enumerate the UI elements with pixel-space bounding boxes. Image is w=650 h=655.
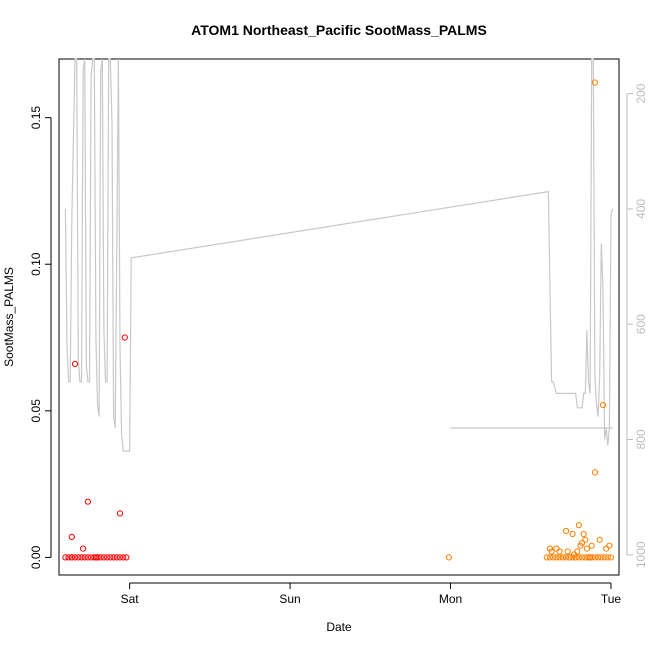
y-tick-label: 0.10 — [29, 252, 43, 276]
data-point — [583, 545, 591, 552]
y-right-tick-label: 1000 — [634, 541, 648, 568]
data-point — [575, 554, 583, 561]
data-point — [543, 554, 550, 561]
x-tick-label: Tue — [601, 592, 622, 606]
chart-title: ATOM1 Northeast_Pacific SootMass_PALMS — [191, 22, 487, 38]
y-right-tick-label: 400 — [634, 199, 648, 219]
data-point — [116, 510, 124, 517]
data-point — [100, 554, 108, 561]
data-point — [579, 554, 586, 561]
y-tick-label: 0.15 — [29, 106, 43, 130]
data-point — [78, 554, 85, 561]
x-tick-label: Sat — [121, 592, 140, 606]
y-right-tick-label: 200 — [634, 83, 648, 103]
data-point — [598, 554, 605, 561]
data-point — [575, 522, 583, 529]
data-point — [550, 554, 557, 561]
data-point — [569, 530, 576, 538]
data-point — [68, 554, 75, 561]
data-point — [556, 548, 563, 555]
data-point — [599, 401, 607, 409]
data-point — [603, 545, 610, 552]
y-axis-left: 0.00 0.05 0.10 0.15 — [29, 106, 52, 569]
data-point — [68, 533, 75, 541]
data-point — [92, 554, 100, 561]
data-point — [546, 554, 554, 561]
data-point — [113, 554, 120, 561]
data-point — [580, 530, 587, 538]
data-point — [546, 545, 554, 552]
data-point — [571, 551, 578, 558]
data-point — [71, 554, 79, 561]
pressure-line — [64, 58, 614, 452]
data-point — [80, 545, 87, 552]
data-point — [62, 554, 69, 561]
data-point — [577, 542, 584, 549]
y-tick-label: 0.00 — [29, 545, 43, 569]
data-point — [601, 554, 608, 561]
data-point — [562, 554, 570, 561]
x-tick-label: Mon — [439, 592, 462, 606]
data-point — [110, 554, 117, 561]
plot-frame — [58, 58, 620, 576]
x-axis-label: Date — [326, 620, 352, 634]
x-tick-label: Sun — [279, 592, 300, 606]
data-point — [606, 542, 613, 549]
data-point — [562, 527, 570, 535]
data-point — [607, 554, 615, 561]
data-point — [564, 548, 571, 555]
data-point — [116, 554, 124, 561]
pressure-layer — [64, 58, 614, 452]
data-point — [556, 554, 563, 561]
points-layer — [62, 79, 615, 561]
y-right-tick-label: 800 — [634, 429, 648, 449]
data-point — [553, 554, 560, 561]
data-point — [559, 554, 566, 561]
data-point — [445, 554, 452, 561]
data-point — [591, 469, 599, 476]
data-point — [582, 536, 589, 543]
data-point — [591, 79, 599, 86]
data-point — [123, 554, 130, 561]
x-axis: Sat Sun Mon Tue — [121, 582, 622, 606]
y-right-tick-label: 600 — [634, 314, 648, 334]
data-point — [107, 554, 114, 561]
data-point — [75, 554, 82, 561]
data-point — [121, 334, 128, 341]
data-point — [71, 360, 79, 367]
data-point — [81, 554, 88, 561]
y-axis-right: 200 400 600 800 1000 — [626, 83, 648, 568]
data-point — [65, 554, 72, 561]
data-point — [84, 498, 92, 505]
data-point — [588, 542, 595, 549]
data-point — [120, 554, 127, 561]
data-point — [595, 554, 602, 561]
data-point — [566, 554, 573, 561]
data-point — [84, 554, 92, 561]
y-axis-label: SootMass_PALMS — [2, 267, 16, 367]
data-point — [104, 554, 111, 561]
y-tick-label: 0.05 — [29, 399, 43, 423]
data-point — [596, 536, 603, 543]
data-point — [587, 554, 594, 561]
data-point — [553, 545, 560, 552]
data-point — [574, 548, 581, 555]
data-point — [604, 554, 611, 561]
